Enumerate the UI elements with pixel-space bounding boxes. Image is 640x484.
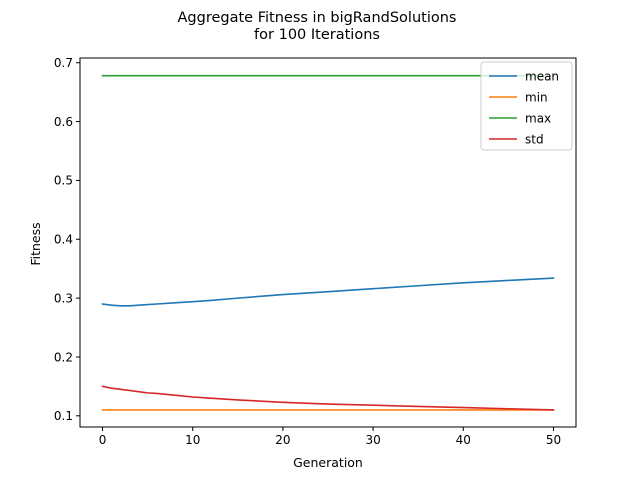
y-tick-label: 0.6 [54,115,73,129]
series-line-mean [101,277,555,307]
x-tick-label: 50 [546,433,561,447]
y-tick-label: 0.4 [54,233,73,247]
x-tick-label: 20 [275,433,290,447]
plot-frame [79,57,577,428]
y-axis-label: Fitness [28,222,43,265]
legend-label-std: std [525,132,544,146]
legend-label-mean: mean [525,69,559,83]
x-tick-label: 30 [365,433,380,447]
x-tick-label: 0 [99,433,107,447]
series-line-std [101,385,555,411]
chart-title: Aggregate Fitness in bigRandSolutions [178,10,457,26]
legend-label-min: min [525,90,548,104]
y-tick-label: 0.7 [54,56,73,70]
y-tick-label: 0.3 [54,291,73,305]
axes-layer: 0 10 20 30 40 50 0.1 0.2 0.3 0.4 0.5 0.6 0.7 [54,56,577,447]
legend: mean min max std [480,61,573,151]
chart-subtitle: for 100 Iterations [254,27,380,43]
series-layer [101,74,555,411]
legend-box [480,61,573,151]
x-axis-label: Generation [293,455,363,470]
legend-label-max: max [525,111,551,125]
x-tick-label: 40 [456,433,471,447]
y-tick-label: 0.2 [54,350,73,364]
y-tick-label: 0.1 [54,409,73,423]
y-tick-label: 0.5 [54,174,73,188]
x-tick-label: 10 [185,433,200,447]
